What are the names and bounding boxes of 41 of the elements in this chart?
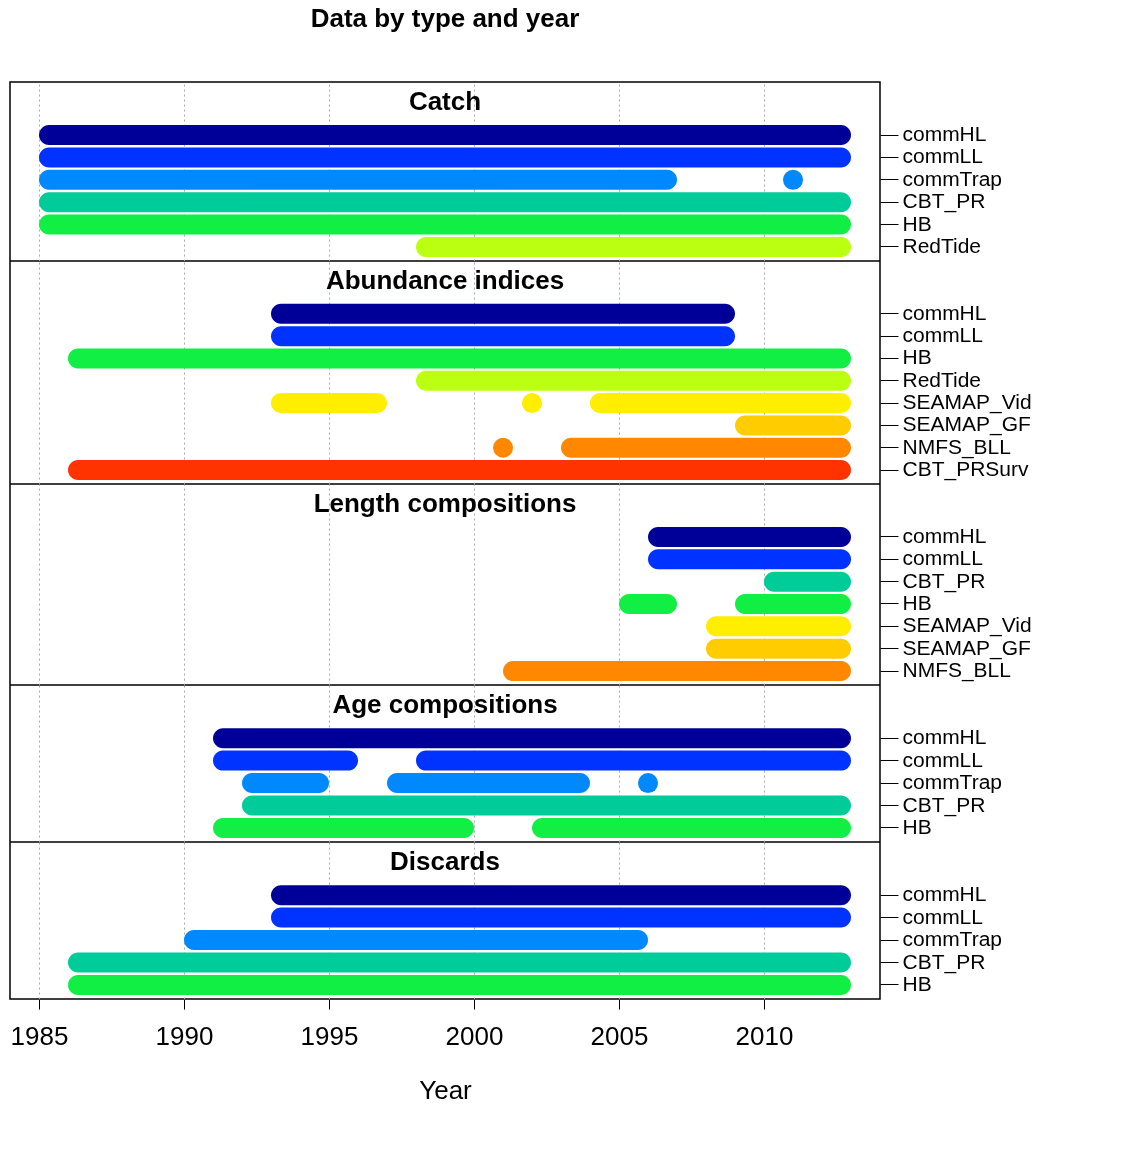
y-tick-label: commHL — [902, 882, 987, 906]
y-tick-label: commLL — [902, 747, 983, 771]
x-tick-label: 2010 — [735, 1020, 794, 1051]
y-tick-label: commLL — [902, 323, 983, 347]
chart-title: Length compositions — [313, 487, 577, 518]
y-tick-label: commTrap — [902, 166, 1002, 190]
y-tick-label: HB — [902, 591, 932, 615]
y-tick-label: commLL — [902, 546, 983, 570]
y-tick-label: CBT_PR — [902, 949, 986, 974]
y-tick-label: CBT_PR — [902, 568, 986, 593]
y-tick-label: RedTide — [902, 367, 982, 391]
y-tick-label: commLL — [902, 904, 983, 928]
y-tick-label: HB — [902, 815, 932, 839]
chart-title: Discards — [390, 846, 500, 877]
chart-subtitle: Catch — [408, 85, 482, 116]
y-tick-label: commHL — [902, 524, 987, 548]
chart-title: Data by type and year — [310, 3, 580, 33]
y-tick-label: commHL — [902, 122, 987, 146]
y-tick-label: CBT_PR — [902, 189, 986, 214]
y-tick-label: commTrap — [902, 770, 1002, 794]
chart-title: Abundance indices — [325, 264, 565, 295]
y-tick-label: commTrap — [902, 927, 1002, 951]
x-tick-label: 2005 — [590, 1020, 649, 1051]
x-tick-label: 2000 — [445, 1020, 504, 1051]
chart-title: Age compositions — [332, 689, 558, 720]
y-tick-label: SEAMAP_Vid — [902, 613, 1032, 638]
bar — [242, 795, 851, 816]
x-tick-label: 1995 — [300, 1020, 359, 1051]
y-tick-label: HB — [902, 345, 932, 369]
y-tick-label: HB — [902, 972, 932, 996]
x-tick-label: 1985 — [10, 1020, 69, 1051]
y-tick-label: commHL — [902, 725, 987, 749]
x-axis-title: Year — [419, 1074, 473, 1105]
y-tick-label: SEAMAP_Vid — [902, 390, 1032, 415]
y-tick-label: CBT_PR — [902, 792, 986, 817]
y-tick-label: commLL — [902, 144, 983, 168]
y-tick-label: RedTide — [902, 233, 982, 257]
y-tick-label: commHL — [902, 300, 987, 324]
x-tick-label: 1990 — [155, 1020, 214, 1051]
bar — [213, 728, 851, 749]
y-tick-label: HB — [902, 211, 932, 235]
